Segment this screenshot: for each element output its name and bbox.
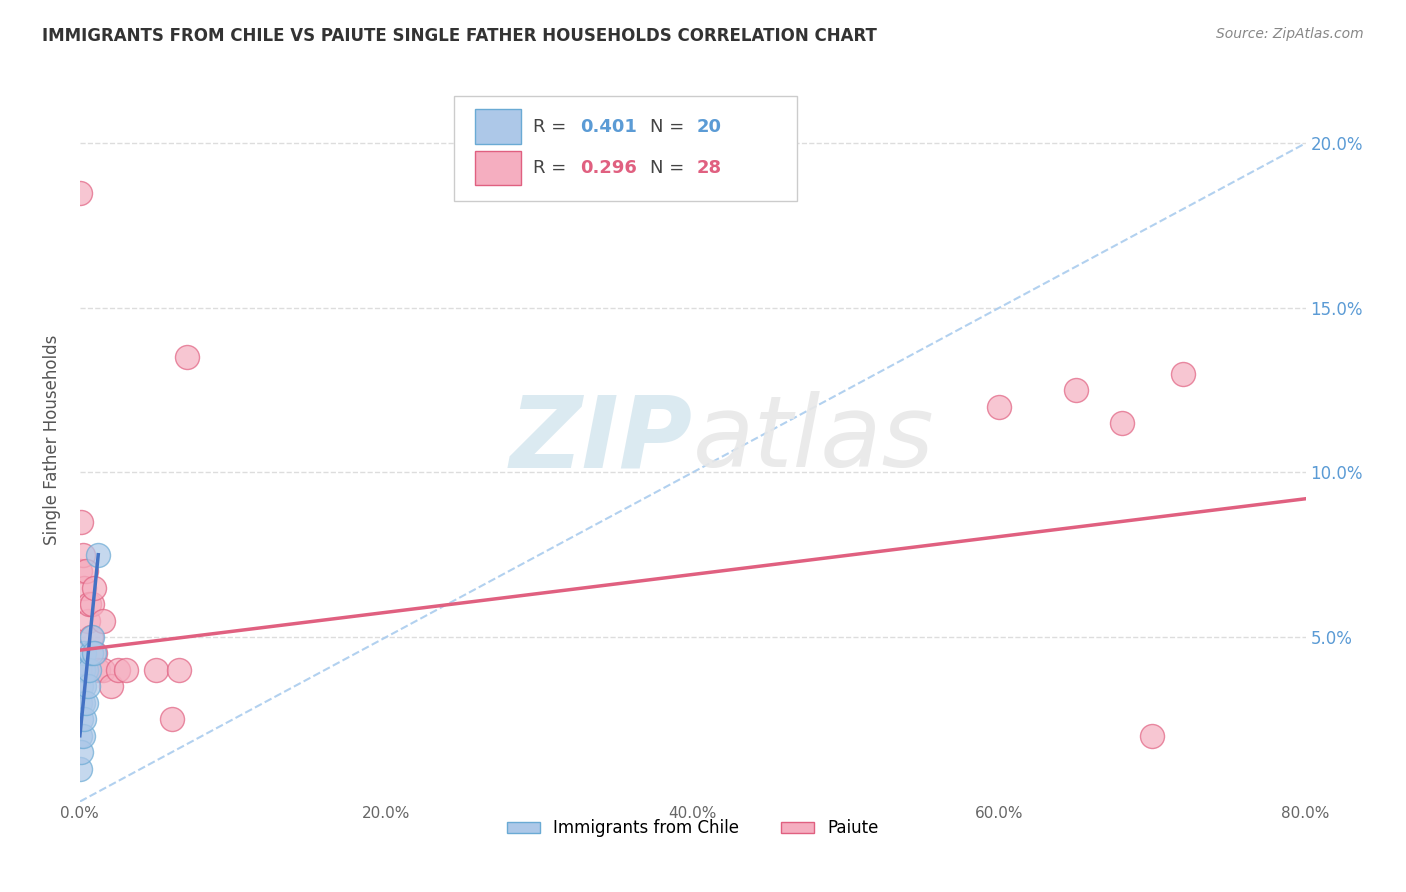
Point: [79, 647, 101, 661]
Point: [1064, 383, 1087, 397]
Point: [72, 548, 94, 562]
Point: [69, 696, 91, 710]
Text: 0.296: 0.296: [579, 159, 637, 177]
Point: [169, 663, 191, 677]
Point: [72, 663, 94, 677]
Point: [77, 597, 100, 611]
Point: [73, 647, 96, 661]
Point: [69, 564, 91, 578]
Point: [114, 663, 136, 677]
Point: [83, 647, 105, 661]
Point: [70, 515, 93, 529]
Y-axis label: Single Father Households: Single Father Households: [44, 334, 60, 545]
Point: [75, 564, 97, 578]
Point: [79, 630, 101, 644]
Point: [87, 548, 110, 562]
Point: [70, 745, 93, 759]
Point: [69, 729, 91, 743]
Point: [72, 729, 94, 743]
Text: N =: N =: [650, 118, 690, 136]
Text: 28: 28: [696, 159, 721, 177]
Point: [100, 679, 122, 693]
Text: 0.401: 0.401: [579, 118, 637, 136]
Point: [1171, 367, 1194, 381]
Text: R =: R =: [533, 118, 572, 136]
Legend: Immigrants from Chile, Paiute: Immigrants from Chile, Paiute: [501, 813, 886, 844]
Text: atlas: atlas: [693, 391, 935, 488]
Point: [70, 679, 93, 693]
Text: R =: R =: [533, 159, 572, 177]
FancyBboxPatch shape: [454, 95, 797, 201]
Text: 20: 20: [696, 118, 721, 136]
Point: [83, 581, 105, 595]
Point: [160, 712, 183, 726]
Point: [72, 696, 94, 710]
Text: N =: N =: [650, 159, 690, 177]
FancyBboxPatch shape: [475, 110, 522, 145]
Point: [69, 762, 91, 776]
Point: [1111, 416, 1133, 430]
Point: [77, 663, 100, 677]
Point: [69, 663, 91, 677]
Text: Source: ZipAtlas.com: Source: ZipAtlas.com: [1216, 27, 1364, 41]
FancyBboxPatch shape: [475, 151, 522, 186]
Point: [107, 663, 129, 677]
Point: [73, 712, 96, 726]
Text: ZIP: ZIP: [510, 391, 693, 488]
Text: IMMIGRANTS FROM CHILE VS PAIUTE SINGLE FATHER HOUSEHOLDS CORRELATION CHART: IMMIGRANTS FROM CHILE VS PAIUTE SINGLE F…: [42, 27, 877, 45]
Point: [73, 679, 96, 693]
Point: [1142, 729, 1164, 743]
Point: [91, 614, 114, 628]
Point: [76, 614, 98, 628]
Point: [73, 581, 96, 595]
Point: [87, 663, 110, 677]
Point: [91, 663, 114, 677]
Point: [82, 597, 104, 611]
Point: [75, 663, 97, 677]
Point: [76, 679, 98, 693]
Point: [82, 630, 104, 644]
Point: [988, 400, 1011, 414]
Point: [70, 712, 93, 726]
Point: [176, 350, 198, 364]
Point: [69, 186, 91, 200]
Point: [84, 647, 107, 661]
Point: [75, 696, 97, 710]
Point: [145, 663, 167, 677]
